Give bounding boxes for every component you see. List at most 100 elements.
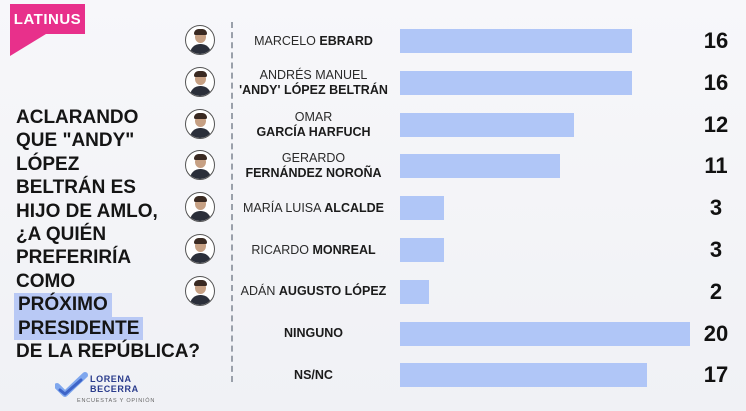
category-label: OMAR GARCÍA HARFUCH (236, 110, 391, 140)
avatar-head (195, 72, 206, 85)
value-label: 20 (703, 320, 729, 346)
question-line: PREFERIRÍA (16, 247, 132, 269)
pollster-tagline: ENCUESTAS Y OPINIÓN (77, 398, 156, 404)
avatar-hair (194, 279, 207, 286)
label-last-name: 'ANDY' LÓPEZ BELTRÁN (239, 82, 388, 97)
bar (400, 279, 429, 304)
avatar-hair (194, 154, 207, 161)
bar (400, 363, 647, 388)
dashed-divider (231, 22, 233, 382)
label-first-name: MARCELO (254, 33, 316, 48)
question-line: ¿A QUIÉN (16, 224, 107, 246)
question-line: COMO (16, 270, 76, 292)
chart-row: NS/NC 17 (0, 360, 746, 390)
avatar-hair (194, 196, 207, 203)
bar (400, 112, 574, 137)
pollster-name-line: LORENA (90, 374, 132, 384)
label-first-name: ADÁN (240, 284, 276, 299)
label-line: MARÍA LUISA ALCALDE (243, 201, 384, 216)
avatar-hair (194, 29, 207, 35)
label-line: RICARDO MONREAL (251, 243, 375, 258)
avatar-head (195, 240, 206, 252)
avatar-torso (190, 169, 211, 180)
avatar-torso (190, 253, 211, 263)
value-label: 2 (709, 278, 723, 304)
label-first-name: RICARDO (251, 242, 309, 257)
label-last-name: GARCÍA HARFUCH (256, 124, 371, 139)
question-line: DE LA REPÚBLICA? (16, 341, 201, 363)
bar (400, 196, 444, 221)
avatar-hair (194, 238, 207, 244)
candidate-photo (185, 150, 215, 181)
logo-tail-decoration (10, 34, 46, 56)
label-last-name: EBRARD (319, 33, 373, 48)
candidate-photo (185, 66, 215, 97)
category-label: MARCELO EBRARD (236, 26, 391, 56)
question-line: QUE "ANDY" (16, 130, 135, 152)
pollster-name-line: BECERRA (90, 383, 139, 394)
value-label: 11 (704, 153, 728, 179)
latinus-logo: LATINUS (10, 4, 85, 34)
avatar-head (195, 114, 206, 127)
bar (400, 154, 560, 179)
bar (400, 321, 690, 346)
value-label: 16 (703, 28, 729, 53)
label-last-name: AUGUSTO LÓPEZ (278, 284, 387, 299)
label-line: NINGUNO (284, 326, 343, 341)
question-line-highlighted: PRESIDENTE (14, 316, 216, 341)
candidate-photo (185, 275, 215, 306)
avatar-head (195, 281, 206, 294)
pollster-name: LORENA BECERRA (90, 374, 139, 394)
label-line: NS/NC (294, 368, 333, 383)
value-label: 17 (703, 362, 729, 388)
bar (400, 70, 632, 95)
label-first-name: OMAR (294, 109, 333, 124)
chart-row: OMAR GARCÍA HARFUCH 12 (0, 108, 746, 140)
avatar-hair (194, 112, 207, 119)
category-label: GERARDO FERNÁNDEZ NOROÑA (236, 151, 391, 181)
chart-row: RICARDO MONREAL 3 (0, 234, 746, 265)
pollster-logo: LORENA BECERRA ENCUESTAS Y OPINIÓN (55, 372, 195, 408)
avatar-head (195, 31, 206, 43)
avatar-head (195, 156, 206, 169)
value-label: 12 (703, 111, 729, 137)
category-label: NS/NC (236, 360, 391, 390)
label-first-name: GERARDO (281, 151, 346, 166)
avatar-torso (190, 211, 211, 222)
question-line-highlighted: PRÓXIMO (14, 293, 216, 317)
value-label: 3 (709, 237, 723, 262)
question-line: ACLARANDO (16, 107, 139, 128)
avatar-torso (190, 294, 211, 305)
category-label: ANDRÉS MANUEL 'ANDY' LÓPEZ BELTRÁN (236, 68, 391, 98)
category-label: RICARDO MONREAL (236, 235, 391, 265)
label-last-name: FERNÁNDEZ NOROÑA (245, 166, 382, 181)
candidate-photo (185, 234, 215, 264)
bar (400, 238, 444, 262)
category-label: ADÁN AUGUSTO LÓPEZ (236, 277, 391, 307)
chart-row: ADÁN AUGUSTO LÓPEZ 2 (0, 275, 746, 307)
label-first-name: MARÍA LUISA (242, 200, 321, 215)
avatar-torso (190, 85, 211, 96)
avatar-torso (190, 44, 211, 54)
candidate-photo (185, 108, 215, 139)
category-label: NINGUNO (236, 319, 391, 349)
question-text: ACLARANDO QUE "ANDY" LÓPEZ BELTRÁN ES HI… (14, 106, 216, 363)
check-mark-icon (55, 372, 88, 397)
label-last-name: ALCALDE (324, 200, 384, 215)
avatar-head (195, 198, 206, 211)
value-label: 16 (703, 69, 729, 95)
label-first-name: ANDRÉS MANUEL (259, 67, 368, 82)
bar (400, 29, 632, 53)
chart-row: GERARDO FERNÁNDEZ NOROÑA 11 (0, 150, 746, 181)
question-line: BELTRÁN ES (16, 177, 136, 199)
label-last-name: MONREAL (312, 242, 376, 257)
value-label: 3 (709, 195, 723, 221)
candidate-photo (185, 192, 215, 223)
label-last-name: NS/NC (294, 367, 333, 382)
label-last-name: NINGUNO (283, 326, 344, 341)
question-line: HIJO DE AMLO, (16, 200, 158, 222)
chart-row: MARÍA LUISA ALCALDE 3 (0, 192, 746, 223)
chart-row: ANDRÉS MANUEL 'ANDY' LÓPEZ BELTRÁN 16 (0, 66, 746, 98)
question-line: LÓPEZ (16, 153, 80, 175)
chart-row: NINGUNO 20 (0, 319, 746, 349)
